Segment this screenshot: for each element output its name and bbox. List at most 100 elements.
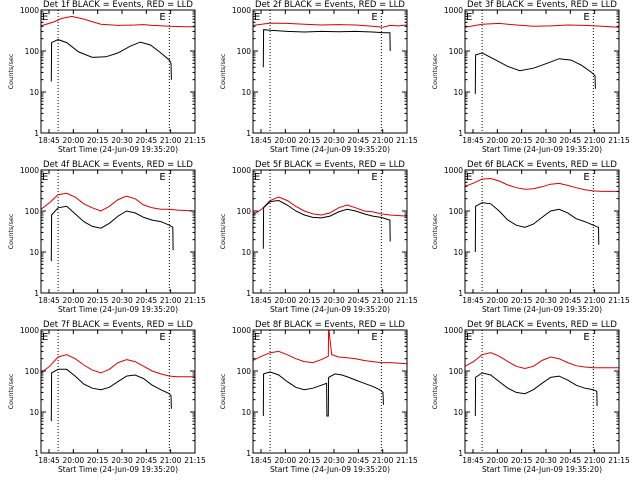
x-tick-label: 18:45	[250, 456, 272, 465]
event-marker-label: E	[159, 332, 165, 343]
events-series-line	[474, 52, 596, 94]
x-tick-label: 18:45	[250, 136, 272, 145]
y-axis-label: Counts/sec	[219, 373, 227, 409]
x-tick-label: 18:45	[462, 136, 484, 145]
events-series-line	[262, 371, 384, 417]
x-tick-label: 20:15	[299, 456, 321, 465]
y-tick-label: 1000	[444, 6, 463, 15]
x-tick-label: 20:45	[348, 136, 370, 145]
panel-title: Det 2f BLACK = Events, RED = LLD	[255, 0, 405, 10]
y-tick-label: 10	[29, 248, 39, 257]
x-tick-label: 20:15	[299, 296, 321, 305]
x-tick-label: 18:45	[250, 296, 272, 305]
x-tick-label: 20:30	[323, 136, 345, 145]
plot-frame	[464, 9, 620, 134]
x-tick-label: 20:45	[136, 456, 158, 465]
x-tick-label: 20:30	[111, 456, 133, 465]
x-tick-label: 20:15	[511, 136, 533, 145]
y-tick-label: 1	[246, 289, 251, 298]
x-tick-label: 21:00	[160, 136, 182, 145]
x-tick-label: 21:15	[608, 456, 630, 465]
y-axis-label: Counts/sec	[219, 213, 227, 249]
lld-series-line	[40, 15, 195, 28]
plot-frame	[252, 329, 408, 454]
x-tick-label: 20:00	[275, 296, 297, 305]
panel-title: Det 7f BLACK = Events, RED = LLD	[43, 320, 193, 330]
x-tick-label: 18:45	[38, 456, 60, 465]
y-tick-label: 100	[25, 367, 40, 376]
x-tick-label: 20:30	[323, 456, 345, 465]
plot-frame	[40, 169, 196, 294]
lld-series-line	[464, 177, 619, 192]
x-tick-label: 20:15	[87, 296, 109, 305]
y-tick-label: 1	[458, 289, 463, 298]
x-tick-label: 21:00	[160, 456, 182, 465]
x-tick-label: 18:45	[38, 296, 60, 305]
x-axis-label: Start Time (24-Jun-09 19:35:20)	[270, 305, 390, 314]
y-tick-label: 1000	[232, 6, 251, 15]
plot-frame	[40, 9, 196, 134]
x-tick-label: 20:30	[111, 136, 133, 145]
x-tick-label: 21:00	[160, 296, 182, 305]
events-series-line	[50, 205, 174, 262]
y-tick-label: 1000	[20, 6, 39, 15]
y-tick-label: 100	[237, 47, 252, 56]
y-tick-label: 10	[453, 88, 463, 97]
y-tick-label: 1000	[232, 326, 251, 335]
lld-series-line	[40, 192, 196, 212]
y-tick-label: 10	[453, 408, 463, 417]
x-tick-label: 20:00	[63, 456, 85, 465]
y-tick-label: 100	[449, 47, 464, 56]
y-axis-label: Counts/sec	[7, 213, 15, 249]
events-series-line	[50, 39, 172, 82]
panel-det-8: Det 8f BLACK = Events, RED = LLD E E 1 10 100…	[219, 320, 418, 474]
y-tick-label: 10	[29, 88, 39, 97]
x-tick-label: 21:00	[584, 296, 606, 305]
event-marker-label: E	[371, 12, 377, 23]
y-axis-label: Counts/sec	[7, 373, 15, 409]
x-axis-label: Start Time (24-Jun-09 19:35:20)	[270, 145, 390, 154]
x-tick-label: 20:15	[511, 296, 533, 305]
y-tick-label: 10	[29, 408, 39, 417]
events-series-line	[262, 199, 391, 249]
lld-series-line	[252, 22, 408, 28]
x-tick-label: 20:30	[535, 456, 557, 465]
y-tick-label: 100	[25, 47, 40, 56]
x-tick-label: 20:45	[560, 136, 582, 145]
x-axis-label: Start Time (24-Jun-09 19:35:20)	[58, 145, 178, 154]
x-axis-label: Start Time (24-Jun-09 19:35:20)	[58, 305, 178, 314]
y-tick-label: 10	[241, 248, 251, 257]
y-axis-label: Counts/sec	[431, 53, 439, 89]
panel-title: Det 8f BLACK = Events, RED = LLD	[255, 320, 405, 330]
x-tick-label: 21:00	[372, 136, 394, 145]
plot-frame	[464, 329, 620, 454]
panel-title: Det 9f BLACK = Events, RED = LLD	[467, 320, 617, 330]
x-tick-label: 20:45	[348, 296, 370, 305]
x-tick-label: 20:00	[487, 136, 509, 145]
plot-frame	[464, 169, 620, 294]
panel-det-3: Det 3f BLACK = Events, RED = LLD E E 1 10 100…	[431, 0, 630, 154]
x-tick-label: 20:00	[63, 136, 85, 145]
y-tick-label: 1	[458, 129, 463, 138]
panel-det-4: Det 4f BLACK = Events, RED = LLD E E 1 10 100…	[7, 160, 206, 314]
y-tick-label: 1	[246, 449, 251, 458]
panel-title: Det 4f BLACK = Events, RED = LLD	[43, 160, 193, 170]
panel-title: Det 1f BLACK = Events, RED = LLD	[43, 0, 193, 10]
x-tick-label: 20:30	[535, 136, 557, 145]
x-tick-label: 20:45	[136, 296, 158, 305]
y-axis-label: Counts/sec	[431, 213, 439, 249]
panel-det-6: Det 6f BLACK = Events, RED = LLD E E 1 10 100…	[431, 160, 630, 314]
y-tick-label: 100	[237, 367, 252, 376]
y-axis-label: Counts/sec	[7, 53, 15, 89]
x-tick-label: 21:00	[584, 456, 606, 465]
x-tick-label: 20:30	[535, 296, 557, 305]
x-tick-label: 20:45	[348, 456, 370, 465]
event-marker-label: E	[371, 332, 377, 343]
lld-series-line	[252, 196, 408, 217]
event-marker-label: E	[254, 12, 260, 23]
y-tick-label: 1000	[444, 326, 463, 335]
x-tick-label: 20:00	[487, 296, 509, 305]
x-tick-label: 21:15	[608, 136, 630, 145]
lld-series-line	[464, 22, 620, 28]
